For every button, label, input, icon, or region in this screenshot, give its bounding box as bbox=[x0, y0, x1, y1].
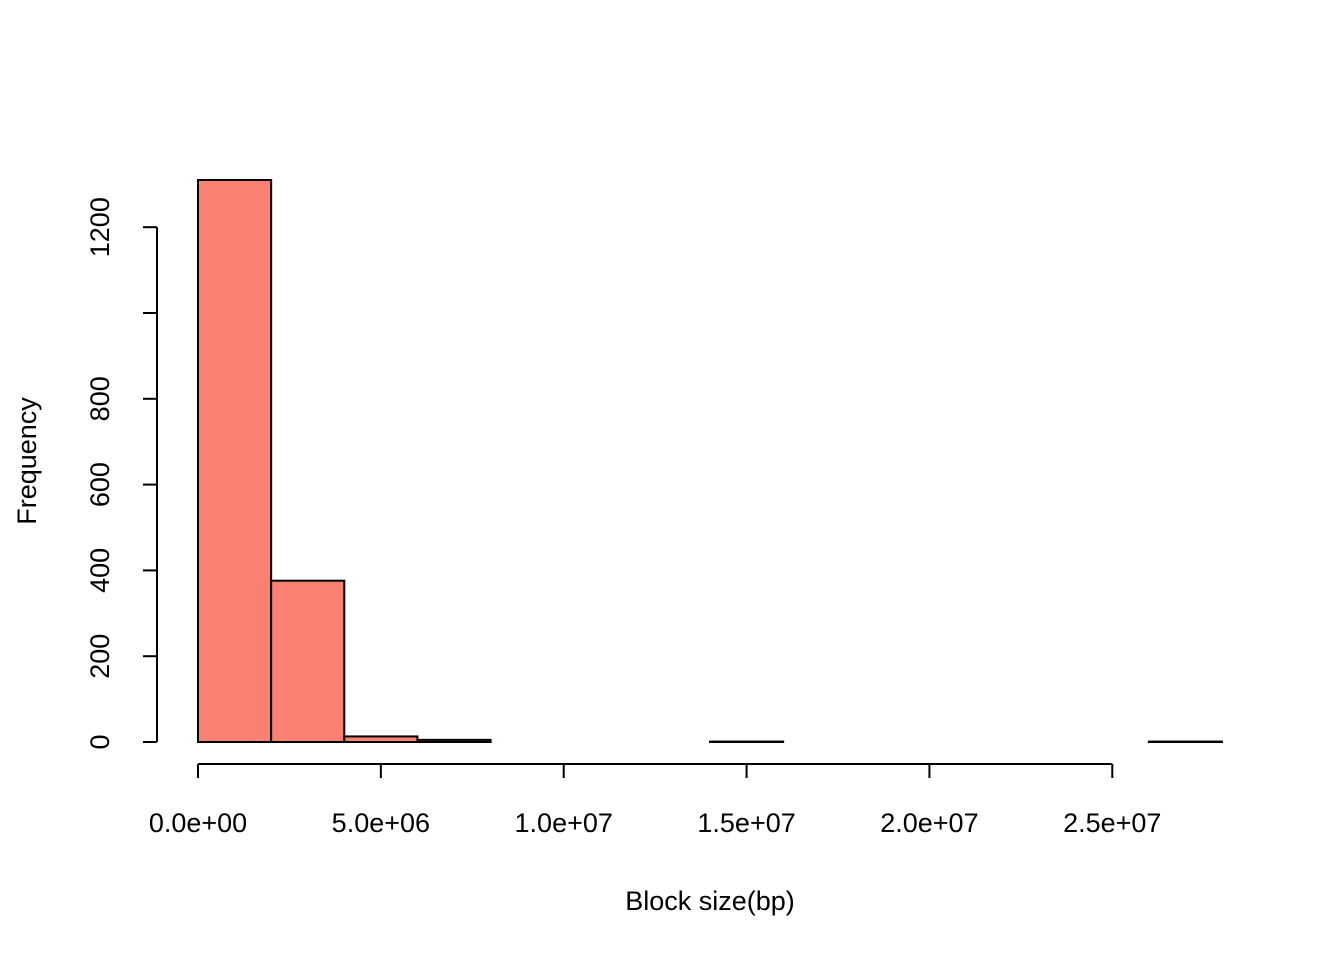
x-tick-label: 1.5e+07 bbox=[697, 808, 795, 838]
x-tick-label: 5.0e+06 bbox=[332, 808, 430, 838]
x-axis: 0.0e+00 5.0e+06 1.0e+07 1.5e+07 2.0e+07 2.5e+… bbox=[149, 763, 1161, 838]
x-tick-label: 2.0e+07 bbox=[880, 808, 978, 838]
x-tick-label: 0.0e+00 bbox=[149, 808, 247, 838]
x-tick-label: 2.5e+07 bbox=[1063, 808, 1161, 838]
y-tick-label: 200 bbox=[85, 634, 115, 679]
y-tick-label: 0 bbox=[85, 734, 115, 749]
histogram-bar bbox=[416, 738, 492, 744]
histogram-bar bbox=[197, 179, 273, 743]
histogram-bars bbox=[197, 179, 1224, 744]
y-tick-label: 600 bbox=[85, 462, 115, 507]
x-axis-title: Block size(bp) bbox=[625, 886, 795, 916]
histogram-bar bbox=[270, 579, 346, 743]
y-tick-label: 400 bbox=[85, 548, 115, 593]
y-axis-title: Frequency bbox=[12, 397, 42, 525]
histogram-bar bbox=[343, 735, 419, 744]
x-tick-label: 1.0e+07 bbox=[515, 808, 613, 838]
y-axis: 0 200 400 600 800 1200 bbox=[85, 197, 158, 750]
y-tick-label: 1200 bbox=[85, 197, 115, 257]
y-tick-label: 800 bbox=[85, 376, 115, 421]
